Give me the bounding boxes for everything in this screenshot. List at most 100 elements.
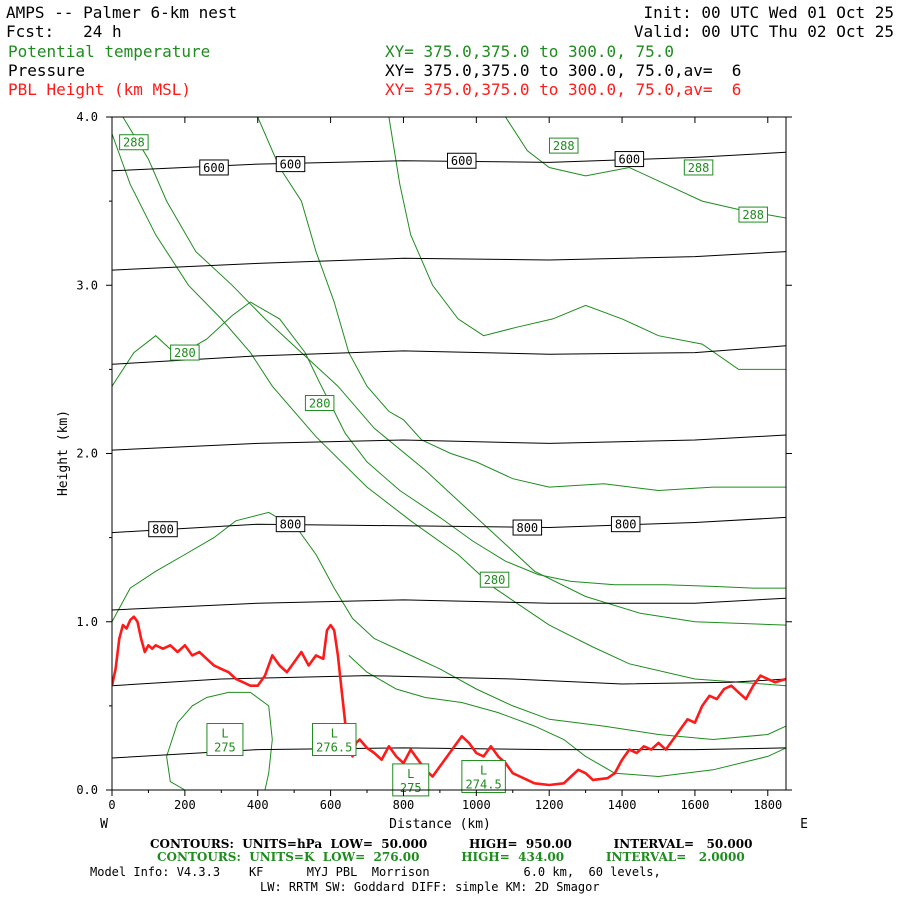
x-tick-label: 0	[108, 798, 115, 812]
footer-theta-contours: CONTOURS: UNITS=K LOW= 276.00 HIGH= 434.…	[157, 850, 745, 864]
theta-label: 288	[683, 159, 714, 176]
theta-label: 280	[170, 344, 200, 361]
theta-label: 288	[738, 206, 768, 223]
pressure-isobars	[112, 151, 786, 759]
isobar-750	[112, 434, 786, 451]
low-marker-box	[392, 763, 430, 797]
axes: 0 200 400 600 800 1000 1200 1400 1600 1800 0.0 1.0 2…	[76, 110, 792, 812]
theta-label-box	[170, 344, 200, 361]
theta-label-text: 288	[553, 139, 575, 153]
theta-label-text: 288	[742, 208, 764, 222]
low-marker-letter: L	[221, 727, 228, 741]
isobar-label-box	[447, 152, 477, 169]
east-label: E	[800, 817, 808, 832]
isobar-label: 800	[512, 519, 543, 536]
theta-contours	[112, 117, 786, 790]
field-pbl-xy: XY= 375.0,375.0 to 300.0, 75.0,av= 6	[385, 80, 742, 99]
isobar-label: 800	[610, 516, 641, 533]
theta-label: 280	[304, 395, 335, 412]
theta-contour-line	[348, 655, 786, 778]
theta-label-box	[304, 395, 335, 412]
isobar-700	[112, 345, 786, 365]
low-marker-value: 274.5	[466, 778, 502, 792]
footer-pressure-contours: CONTOURS: UNITS=hPa LOW= 50.000 HIGH= 95…	[150, 837, 753, 851]
x-tick-label: 200	[174, 798, 196, 812]
y-tick-label: 3.0	[76, 278, 98, 292]
low-marker-value: 276.5	[316, 741, 352, 755]
theta-contour-line	[257, 117, 786, 492]
theta-label: 288	[119, 134, 149, 151]
theta-label-text: 288	[123, 136, 145, 150]
low-marker-box	[311, 723, 357, 757]
theta-contour-line	[122, 117, 786, 626]
field-pressure-xy: XY= 375.0,375.0 to 300.0, 75.0,av= 6	[385, 61, 742, 80]
isobar-label-text: 600	[618, 153, 640, 167]
low-marker-value: 275	[214, 741, 236, 755]
x-tick-label: 400	[247, 798, 269, 812]
low-marker-box	[206, 723, 244, 757]
isobar-900	[112, 675, 786, 687]
isobar-label-box	[199, 159, 229, 176]
low-marker-letter: L	[480, 764, 487, 778]
x-tick-label: 800	[393, 798, 415, 812]
isobar-850	[112, 597, 786, 611]
isobar-label-text: 800	[152, 523, 174, 537]
field-pbl-name: PBL Height (km MSL)	[8, 80, 192, 99]
isobar-label-box	[614, 151, 645, 168]
isobar-label-text: 600	[451, 154, 473, 168]
low-marker-value: 275	[400, 781, 422, 795]
theta-contour-line	[166, 691, 273, 790]
x-tick-label: 1200	[535, 798, 564, 812]
theta-contour-line	[505, 117, 786, 219]
x-tick-label: 1800	[753, 798, 782, 812]
isobar-label-text: 600	[280, 158, 302, 172]
low-marker-letter: L	[407, 767, 414, 781]
chart-title: AMPS -- Palmer 6-km nest	[6, 3, 238, 22]
y-tick-label: 1.0	[76, 615, 98, 629]
isobar-650	[112, 251, 786, 271]
theta-label-box	[479, 571, 510, 588]
x-tick-label: 600	[320, 798, 342, 812]
isobar-label-text: 600	[203, 161, 225, 175]
isobar-label: 600	[447, 152, 477, 169]
isobar-label-box	[148, 521, 178, 538]
forecast-hour: Fcst: 24 h	[6, 22, 122, 41]
valid-time: Valid: 00 UTC Thu 02 Oct 25	[633, 22, 894, 41]
theta-label-text: 288	[688, 161, 710, 175]
y-tick-label: 4.0	[76, 110, 98, 124]
theta-label: 280	[479, 571, 510, 588]
isobar-label-box	[610, 516, 641, 533]
plot-frame	[111, 116, 787, 791]
isobar-800	[112, 516, 786, 534]
isobar-label: 600	[275, 156, 306, 173]
west-label: W	[100, 817, 108, 832]
x-tick-label: 1600	[680, 798, 709, 812]
pbl-height-line	[112, 615, 786, 787]
theta-label-text: 280	[309, 397, 331, 411]
isobar-label-text: 800	[280, 518, 302, 532]
theta-contour-line	[388, 117, 786, 370]
isobar-label: 600	[614, 151, 645, 168]
isobar-label-text: 800	[516, 521, 538, 535]
isobar-label-text: 800	[615, 518, 637, 532]
init-time: Init: 00 UTC Wed 01 Oct 25	[643, 3, 894, 22]
x-axis-label: Distance (km)	[389, 817, 491, 832]
contour-labels: 600 600 600 600 800 800 800 800 288 288 288 288 280 2…	[119, 134, 768, 797]
field-theta-name: Potential temperature	[8, 42, 211, 61]
theta-label: 288	[549, 137, 579, 154]
theta-contour-line	[112, 511, 786, 741]
y-tick-label: 2.0	[76, 447, 98, 461]
low-marker-letter: L	[331, 727, 338, 741]
theta-contour-line	[112, 133, 786, 687]
field-pressure-name: Pressure	[8, 61, 86, 80]
theta-contour-line	[112, 301, 786, 589]
theta-label-box	[549, 137, 579, 154]
theta-label-box	[683, 159, 714, 176]
footer-physics-info: LW: RRTM SW: Goddard DIFF: simple KM: 2D…	[260, 880, 600, 894]
isobar-label: 600	[199, 159, 229, 176]
